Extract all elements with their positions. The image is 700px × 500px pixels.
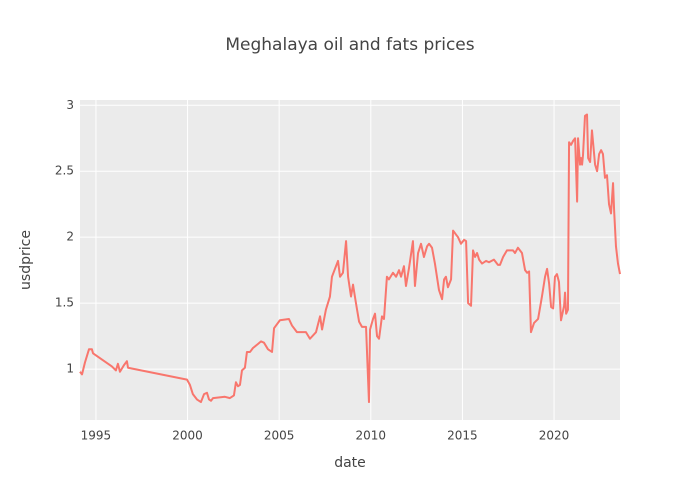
x-tick-label: 2000	[172, 429, 203, 443]
y-tick-label: 3	[66, 98, 74, 112]
y-tick-label: 1.5	[55, 296, 74, 310]
marks	[79, 113, 621, 404]
x-tick-label: 2010	[356, 429, 387, 443]
data-line	[79, 113, 621, 404]
plot-area	[80, 100, 620, 420]
y-tick-label: 2.5	[55, 164, 74, 178]
y-tick-label: 2	[66, 230, 74, 244]
x-tick-label: 2015	[447, 429, 478, 443]
y-axis-title: usdprice	[18, 230, 34, 290]
x-tick-label: 2005	[264, 429, 295, 443]
y-tick-label: 1	[66, 362, 74, 376]
x-tick-label: 1995	[81, 429, 112, 443]
x-tick-label: 2020	[539, 429, 570, 443]
x-axis-title: date	[334, 455, 366, 471]
grid	[80, 100, 620, 420]
chart-title: Meghalaya oil and fats prices	[225, 35, 474, 55]
